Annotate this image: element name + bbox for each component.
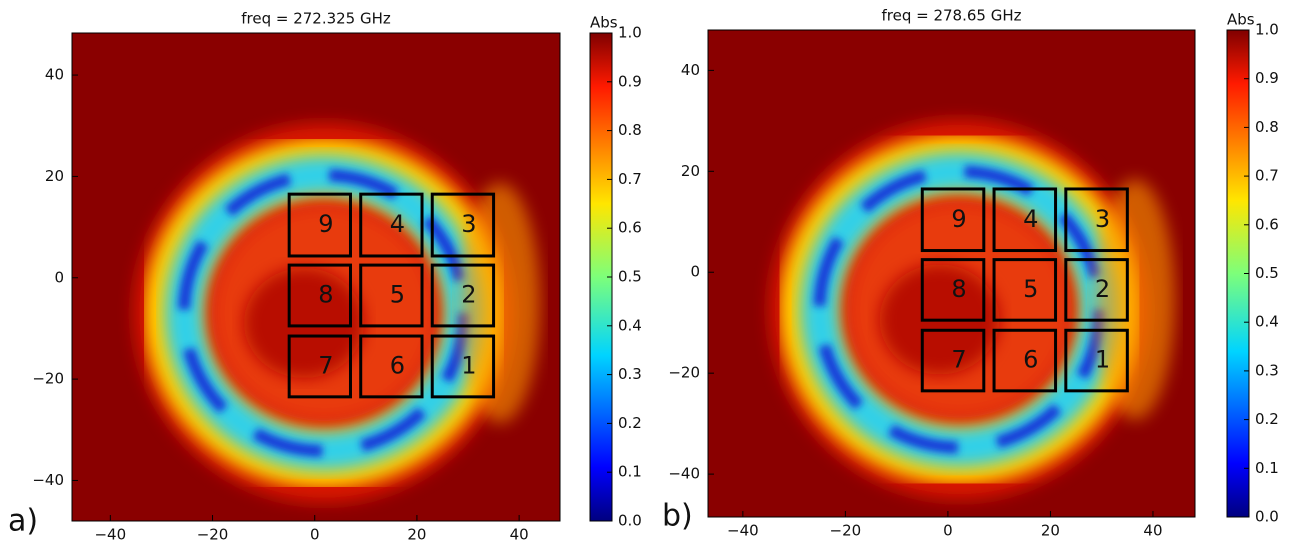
x-tick-label: 0 (943, 522, 953, 540)
colorbar-tick-label: 0.4 (1255, 313, 1279, 331)
region-box (287, 263, 352, 328)
y-tick-label: 0 (54, 268, 64, 286)
region-box (1064, 328, 1129, 393)
colorbar-tick-label: 0.6 (618, 219, 642, 237)
colorbar-tick-label: 0.3 (618, 365, 642, 383)
y-tick-label: 20 (681, 162, 700, 180)
region-label: 6 (390, 351, 405, 379)
colorbar-tick-label: 0.8 (1255, 118, 1279, 136)
heatmap-image (72, 33, 560, 521)
region-label: 2 (461, 280, 476, 308)
region-label: 9 (951, 205, 966, 233)
x-tick-label: 40 (1143, 522, 1162, 540)
region-label: 2 (1095, 275, 1110, 303)
colorbar-tick-label: 0.1 (1255, 459, 1279, 477)
x-tick-label: 20 (1041, 522, 1060, 540)
colorbar-label: Abs (590, 14, 618, 32)
colorbar-tick-label: 0.4 (618, 316, 642, 334)
x-tick-label: 0 (310, 526, 320, 544)
colorbar-tick-label: 0.1 (618, 463, 642, 481)
region-box (992, 187, 1058, 253)
colorbar-tick-label: 0.7 (1255, 167, 1279, 185)
panel-label: a) (8, 504, 38, 539)
region-label: 8 (318, 280, 333, 308)
region-box (920, 187, 986, 253)
colorbar-tick-label: 1.0 (618, 24, 642, 42)
colorbar-tick-label: 0.8 (618, 121, 642, 139)
y-tick-label: 20 (45, 167, 64, 185)
region-box (920, 258, 986, 322)
colorbar-tick-label: 0.6 (1255, 215, 1279, 233)
x-tick-label: −40 (94, 526, 126, 544)
region-box (430, 263, 496, 328)
colorbar-tick-label: 0.0 (1255, 508, 1279, 526)
heatmap-image (708, 30, 1195, 517)
colorbar-tick-label: 0.5 (1255, 264, 1279, 282)
y-tick-label: 40 (45, 66, 64, 84)
y-tick-label: 0 (690, 263, 700, 281)
region-box (992, 258, 1058, 322)
colorbar-tick-label: 0.2 (618, 414, 642, 432)
region-box (359, 263, 424, 328)
region-label: 4 (1023, 205, 1038, 233)
region-label: 6 (1023, 346, 1038, 374)
region-box (287, 334, 352, 399)
inside-hot (244, 268, 364, 378)
region-label: 9 (318, 210, 333, 238)
region-box (430, 192, 496, 258)
colorbar-label: Abs (1227, 11, 1255, 29)
plot-frame (707, 29, 1196, 518)
region-label: 8 (951, 275, 966, 303)
y-tick-label: −40 (668, 465, 700, 483)
region-box (287, 192, 352, 258)
region-label: 1 (461, 351, 476, 379)
colorbar-tick-label: 1.0 (1255, 21, 1279, 39)
colorbar-tick-label: 0.9 (1255, 69, 1279, 87)
plot-frame (71, 32, 561, 522)
region-box (359, 192, 424, 258)
region-label: 7 (951, 346, 966, 374)
colorbar-tick-label: 0.5 (618, 268, 642, 286)
chart-title: freq = 278.65 GHz (881, 7, 1021, 25)
panel-label: b) (662, 499, 693, 534)
region-box (430, 334, 496, 399)
region-box (920, 328, 986, 393)
y-tick-label: −20 (32, 370, 64, 388)
region-label: 5 (390, 280, 405, 308)
colorbar-tick-label: 0.9 (618, 72, 642, 90)
right-spots (1095, 179, 1175, 420)
region-label: 1 (1095, 346, 1110, 374)
y-tick-label: −20 (668, 364, 700, 382)
x-tick-label: −20 (830, 522, 862, 540)
colorbar-tick-label: 0.0 (618, 512, 642, 530)
region-box (1064, 258, 1129, 322)
x-tick-label: 20 (407, 526, 426, 544)
chart-title: freq = 272.325 GHz (241, 10, 391, 28)
y-tick-label: 40 (681, 61, 700, 79)
region-label: 3 (461, 210, 476, 238)
y-tick-label: −40 (32, 471, 64, 489)
x-tick-label: 40 (510, 526, 529, 544)
colorbar-tick-label: 0.3 (1255, 361, 1279, 379)
region-box (359, 334, 424, 399)
region-label: 3 (1095, 205, 1110, 233)
region-box (992, 328, 1058, 393)
x-tick-label: −20 (197, 526, 229, 544)
x-tick-label: −40 (727, 522, 759, 540)
region-label: 4 (390, 210, 405, 238)
region-box (1064, 187, 1129, 253)
right-spots (460, 183, 540, 423)
region-label: 5 (1023, 275, 1038, 303)
colorbar-tick-label: 0.2 (1255, 410, 1279, 428)
region-label: 7 (318, 351, 333, 379)
colorbar-tick-label: 0.7 (618, 170, 642, 188)
